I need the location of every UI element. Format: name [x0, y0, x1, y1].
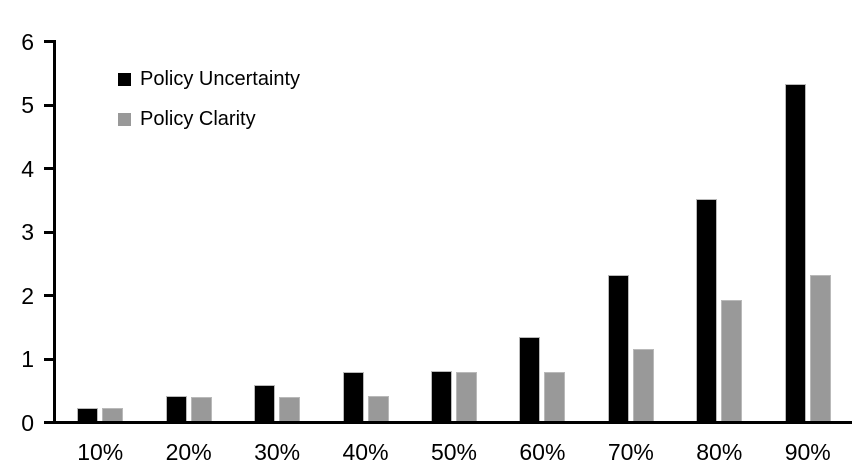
x-axis-labels: 10% 20% 30% 40% 50% 60% 70% 80% 90% — [56, 438, 852, 468]
x-axis-line — [44, 421, 852, 424]
y-axis-tick — [44, 357, 54, 361]
bar-group-60% — [498, 40, 586, 421]
bar-policy-uncertainty-60% — [519, 337, 541, 421]
plot-area — [56, 40, 852, 421]
bar-policy-clarity-30% — [279, 397, 301, 421]
bar-policy-clarity-50% — [455, 372, 477, 421]
bar-policy-uncertainty-90% — [784, 84, 806, 421]
bar-policy-clarity-70% — [632, 349, 654, 421]
x-axis-tick-label: 20% — [165, 439, 212, 465]
x-axis-tick-label: 10% — [77, 439, 124, 465]
bar-group-80% — [675, 40, 763, 421]
y-axis-line — [53, 40, 56, 424]
bar-policy-uncertainty-50% — [430, 371, 452, 421]
bar-group-10% — [56, 40, 144, 421]
y-axis-tick-label: 5 — [21, 92, 34, 118]
bar-group-50% — [410, 40, 498, 421]
y-axis-tick — [44, 294, 54, 297]
bar-policy-clarity-40% — [367, 396, 389, 421]
legend-label: Policy Clarity — [140, 108, 256, 130]
legend-item-policy-clarity: Policy Clarity — [118, 106, 300, 133]
legend: Policy Uncertainty Policy Clarity — [118, 66, 300, 133]
y-axis-tick-label: 2 — [21, 282, 34, 309]
y-axis-tick-label: 3 — [21, 219, 34, 245]
y-axis-tick-label: 4 — [21, 155, 34, 182]
x-axis-tick-label: 80% — [696, 439, 743, 465]
x-axis-tick-label: 40% — [342, 439, 389, 465]
legend-swatch-policy-clarity — [118, 113, 131, 126]
x-axis-tick-label: 60% — [519, 439, 566, 465]
bar-group-20% — [144, 40, 232, 421]
y-axis-tick — [44, 40, 54, 43]
bar-policy-clarity-20% — [190, 397, 212, 421]
y-axis-tick — [44, 230, 54, 234]
x-axis-tick-label: 30% — [254, 439, 301, 465]
x-axis-tick-label: 90% — [784, 439, 831, 465]
x-axis-tick-label: 70% — [607, 439, 654, 465]
y-axis-tick-label: 1 — [21, 346, 34, 372]
bar-policy-uncertainty-70% — [607, 275, 629, 421]
bar-policy-clarity-80% — [721, 300, 743, 421]
y-axis-tick — [44, 103, 54, 107]
bar-policy-uncertainty-10% — [77, 408, 99, 421]
bar-policy-clarity-60% — [544, 372, 566, 421]
y-axis-tick — [44, 167, 54, 170]
bar-policy-uncertainty-40% — [342, 372, 364, 421]
y-axis-tick-label: 6 — [21, 28, 34, 55]
bar-policy-uncertainty-80% — [696, 199, 718, 421]
bar-group-40% — [321, 40, 409, 421]
bar-policy-uncertainty-30% — [254, 385, 276, 421]
y-axis-tick-label: 0 — [21, 409, 34, 436]
bar-group-90% — [764, 40, 852, 421]
legend-swatch-policy-uncertainty — [118, 73, 131, 86]
legend-label: Policy Uncertainty — [140, 68, 301, 90]
bar-policy-clarity-10% — [102, 408, 124, 421]
y-axis-tick — [44, 421, 54, 424]
x-axis-tick-label: 50% — [430, 439, 477, 465]
bar-group-30% — [233, 40, 321, 421]
bar-policy-clarity-90% — [809, 275, 831, 421]
legend-item-policy-uncertainty: Policy Uncertainty — [118, 66, 300, 93]
bar-group-70% — [587, 40, 675, 421]
bar-policy-uncertainty-20% — [165, 396, 187, 421]
